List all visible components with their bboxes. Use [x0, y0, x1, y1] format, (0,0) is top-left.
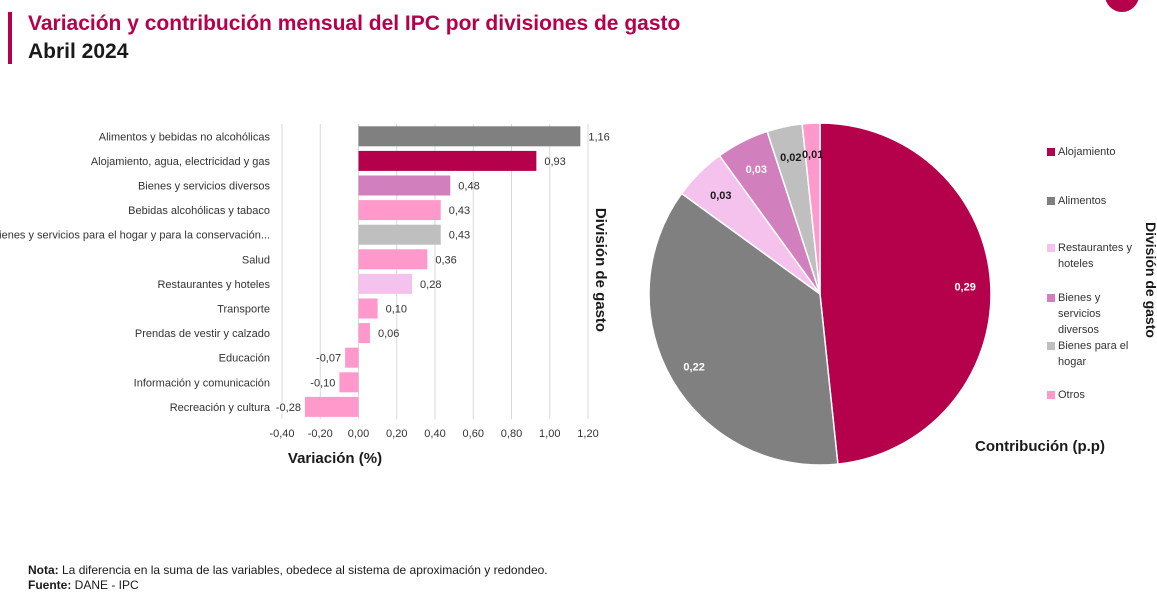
legend-swatch: [1047, 391, 1055, 399]
x-tick-label: 0,00: [348, 428, 369, 440]
slice-label: 0,02: [780, 152, 801, 164]
category-label: Prendas de vestir y calzado: [135, 328, 270, 340]
slice-label: 0,01: [802, 149, 823, 161]
bar: [358, 126, 581, 147]
bar-x-axis-title: Variación (%): [288, 450, 382, 467]
x-tick-label: 1,20: [577, 428, 598, 440]
category-label: Transporte: [217, 304, 270, 316]
category-label: Bebidas alcohólicas y tabaco: [128, 205, 270, 217]
bar: [358, 273, 413, 294]
x-tick-label: 1,00: [539, 428, 560, 440]
legend-label: Bienes para el hogar: [1058, 340, 1129, 368]
bar: [358, 150, 537, 171]
footer-notes: Nota: La diferencia en la suma de las va…: [28, 563, 548, 593]
data-label: -0,28: [276, 402, 301, 414]
data-label: 0,06: [378, 328, 399, 340]
legend-swatch: [1047, 294, 1055, 302]
x-tick-label: -0,40: [269, 428, 294, 440]
legend-item: Alojamiento: [1047, 144, 1139, 160]
category-label: Información y comunicación: [134, 377, 270, 389]
category-label: Bienes y servicios para el hogar y para …: [0, 230, 270, 242]
legend-swatch: [1047, 197, 1055, 205]
page-title: Variación y contribución mensual del IPC…: [28, 12, 681, 35]
data-label: -0,10: [310, 377, 335, 389]
data-label: -0,07: [316, 353, 341, 365]
x-tick-label: 0,40: [424, 428, 445, 440]
bar: [358, 323, 370, 344]
pie-slice: [648, 192, 839, 466]
brand-logo-icon: [1105, 0, 1139, 12]
data-label: 0,43: [449, 230, 470, 242]
x-tick-label: 0,20: [386, 428, 407, 440]
slice-label: 0,29: [954, 281, 975, 293]
variation-bar-chart: -0,40 -0,20 0,00 0,20 0,40 0,60 0,80 1,00 1,20 Al…: [0, 124, 610, 467]
legend-item: Bienes y servicios diversos: [1047, 290, 1139, 338]
data-label: 1,16: [588, 131, 609, 143]
category-label: Educación: [219, 353, 270, 365]
legend-item: Restaurantes y hoteles: [1047, 240, 1139, 272]
footer-note: Nota: La diferencia en la suma de las va…: [28, 563, 548, 577]
bar: [358, 224, 441, 245]
data-label: 0,93: [544, 156, 565, 168]
legend-label: Alojamiento: [1058, 146, 1116, 158]
bar: [358, 298, 378, 319]
category-label: Salud: [242, 254, 270, 266]
pie-axis-title: Contribución (p.p): [975, 438, 1105, 455]
slice-label: 0,22: [683, 362, 704, 374]
slice-label: 0,03: [746, 164, 767, 176]
pie-slice: [819, 122, 992, 465]
x-tick-label: 0,60: [463, 428, 484, 440]
slice-label: 0,03: [710, 190, 731, 202]
title-accent-bar: [8, 12, 12, 64]
data-label: 0,10: [386, 304, 407, 316]
x-tick-label: 0,80: [501, 428, 522, 440]
legend-label: Restaurantes y hoteles: [1058, 242, 1132, 270]
legend-label: Alimentos: [1058, 195, 1107, 207]
data-label: 0,48: [458, 181, 479, 193]
category-label: Bienes y servicios diversos: [138, 181, 271, 193]
x-tick-label: -0,20: [308, 428, 333, 440]
data-label: 0,43: [449, 205, 470, 217]
page-subtitle: Abril 2024: [28, 40, 129, 63]
bar: [304, 396, 359, 417]
category-label: Alojamiento, agua, electricidad y gas: [91, 156, 271, 168]
legend-label: Bienes y servicios diversos: [1058, 292, 1101, 336]
category-label: Alimentos y bebidas no alcohólicas: [99, 131, 271, 143]
legend-item: Alimentos: [1047, 193, 1139, 209]
pie-slice: [801, 122, 821, 295]
data-label: 0,36: [435, 254, 456, 266]
legend-swatch: [1047, 244, 1055, 252]
legend-swatch: [1047, 148, 1055, 156]
bar: [339, 372, 359, 393]
footer-source: Fuente: DANE - IPC: [28, 578, 139, 592]
data-label: 0,28: [420, 279, 441, 291]
legend-label: Otros: [1058, 389, 1085, 401]
bar: [345, 347, 359, 368]
category-label: Recreación y cultura: [170, 402, 271, 414]
bar: [358, 249, 428, 270]
bar: [358, 175, 451, 196]
contribution-pie-chart: 0,29 0,22 0,03 0,03 0,02 0,01: [648, 122, 992, 466]
bar-y-axis-title: División de gasto: [592, 208, 609, 332]
legend-item: Otros: [1047, 387, 1139, 403]
bar: [358, 200, 441, 221]
legend-item: Bienes para el hogar: [1047, 338, 1139, 370]
pie-side-title: División de gasto: [1143, 222, 1157, 338]
legend-swatch: [1047, 342, 1055, 350]
category-label: Restaurantes y hoteles: [157, 279, 270, 291]
